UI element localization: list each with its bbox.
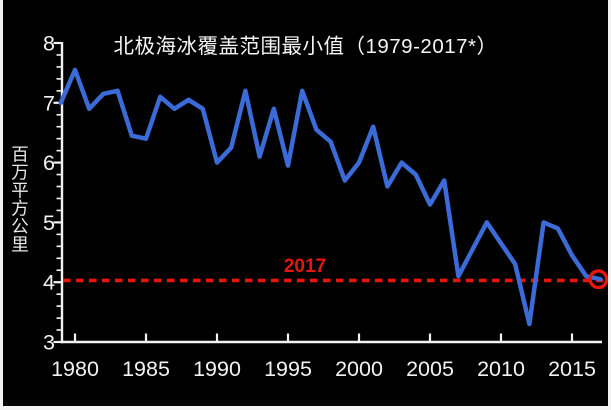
- y-tick-label: 4: [43, 271, 55, 295]
- y-tick-label: 3: [43, 331, 55, 355]
- data-series-layer: [58, 67, 609, 327]
- x-tick-label: 1995: [264, 357, 312, 381]
- frame-edge-left: [0, 0, 3, 410]
- x-tick-label: 1980: [51, 357, 99, 381]
- y-tick-label: 8: [43, 32, 55, 56]
- endpoint-circle-marker: [588, 269, 609, 290]
- reference-line-layer: 2017: [63, 256, 606, 283]
- y-tick-label: 7: [43, 91, 55, 115]
- frame-edge-right: [608, 0, 611, 410]
- y-tick-label: 5: [43, 211, 55, 235]
- axes: [53, 41, 602, 344]
- reference-line-label: 2017: [284, 256, 326, 277]
- y-axis-label: 百万平方公里: [9, 145, 30, 253]
- x-tick-label: 1990: [193, 357, 241, 381]
- x-tick-label: 2010: [477, 357, 525, 381]
- x-tick-label: 2005: [406, 357, 454, 381]
- y-tick-label: 6: [43, 151, 55, 175]
- frame-edge-bottom: [0, 406, 611, 410]
- x-tick-label: 2015: [548, 357, 596, 381]
- x-tick-label: 2000: [335, 357, 383, 381]
- x-tick-label: 1985: [122, 357, 170, 381]
- chart-title: 北极海冰覆盖范围最小值（1979-2017*）: [113, 35, 498, 58]
- sea-ice-data-line: [58, 67, 603, 327]
